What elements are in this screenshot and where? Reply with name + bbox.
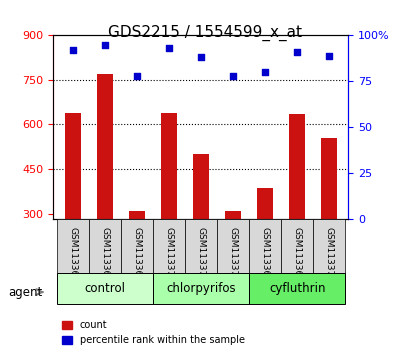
Text: cyfluthrin: cyfluthrin <box>268 282 325 295</box>
Point <box>261 69 268 75</box>
FancyBboxPatch shape <box>248 219 281 273</box>
FancyBboxPatch shape <box>248 273 344 304</box>
Bar <box>128 211 144 303</box>
FancyBboxPatch shape <box>56 219 88 273</box>
Bar <box>320 138 337 303</box>
Point <box>293 49 300 55</box>
Bar <box>225 211 240 303</box>
Text: GSM113366: GSM113366 <box>100 227 109 282</box>
Text: GSM113371: GSM113371 <box>164 227 173 282</box>
Text: GSM113372: GSM113372 <box>196 227 205 282</box>
Text: GSM113367: GSM113367 <box>132 227 141 282</box>
Text: GSM113373: GSM113373 <box>228 227 237 282</box>
FancyBboxPatch shape <box>56 273 153 304</box>
FancyBboxPatch shape <box>281 219 312 273</box>
FancyBboxPatch shape <box>153 273 248 304</box>
FancyBboxPatch shape <box>88 219 120 273</box>
Text: chlorpyrifos: chlorpyrifos <box>166 282 235 295</box>
Text: GSM113369: GSM113369 <box>292 227 301 282</box>
Point <box>69 47 76 53</box>
FancyBboxPatch shape <box>153 219 184 273</box>
Point <box>101 42 108 47</box>
FancyBboxPatch shape <box>216 219 248 273</box>
FancyBboxPatch shape <box>312 219 344 273</box>
Point <box>197 55 204 60</box>
Text: control: control <box>84 282 125 295</box>
Text: GSM113368: GSM113368 <box>260 227 269 282</box>
Point <box>325 53 332 58</box>
Point <box>133 73 139 79</box>
Bar <box>160 113 176 303</box>
Text: GDS2215 / 1554599_x_at: GDS2215 / 1554599_x_at <box>108 25 301 41</box>
FancyBboxPatch shape <box>184 219 216 273</box>
Bar <box>97 74 112 303</box>
Bar <box>288 114 304 303</box>
Text: GSM113365: GSM113365 <box>68 227 77 282</box>
Bar <box>64 113 81 303</box>
Bar <box>256 188 272 303</box>
Legend: count, percentile rank within the sample: count, percentile rank within the sample <box>58 316 248 349</box>
Bar <box>192 154 209 303</box>
Point <box>165 45 172 51</box>
FancyBboxPatch shape <box>120 219 153 273</box>
Text: GSM113370: GSM113370 <box>324 227 333 282</box>
Text: agent: agent <box>8 286 43 298</box>
Point <box>229 73 236 79</box>
